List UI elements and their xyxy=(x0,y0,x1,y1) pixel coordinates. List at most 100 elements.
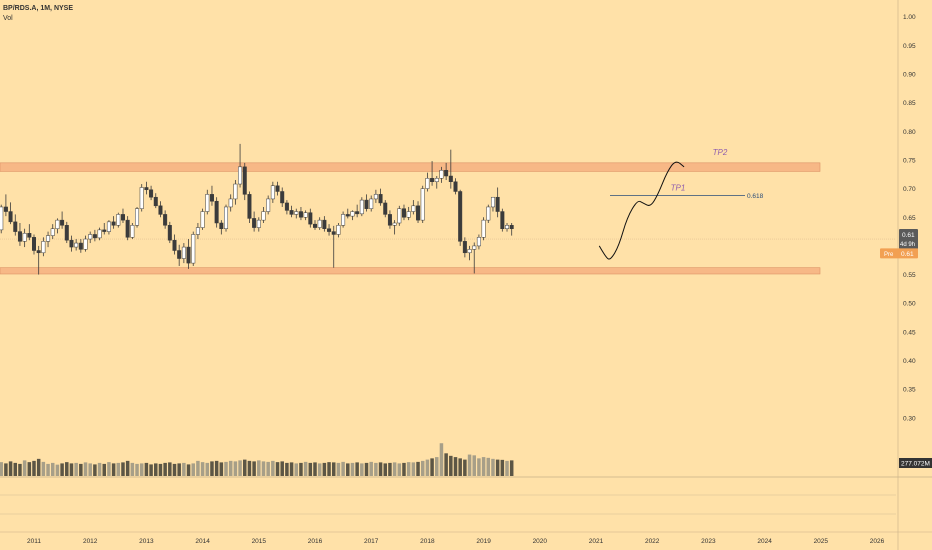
candle-body xyxy=(476,237,481,247)
candle-body xyxy=(186,246,191,264)
price-tick-label: 0.55 xyxy=(903,272,916,279)
projection-path xyxy=(598,161,685,260)
candle-body xyxy=(102,229,107,232)
support-zone xyxy=(0,267,821,275)
candle-body xyxy=(209,194,214,202)
volume-bar xyxy=(69,463,74,476)
volume-bar xyxy=(224,461,228,476)
candle-body xyxy=(242,166,247,195)
volume-bar xyxy=(449,455,453,476)
candle-body xyxy=(17,231,22,242)
volume-bar xyxy=(135,463,139,476)
year-tick-label: 2020 xyxy=(533,538,548,545)
candle-body xyxy=(130,225,135,238)
candle-body xyxy=(172,239,177,251)
year-tick-label: 2017 xyxy=(364,538,379,545)
candle-body xyxy=(284,202,289,211)
volume-bar xyxy=(397,463,402,476)
candle-body xyxy=(350,211,355,217)
volume-bar xyxy=(299,462,303,476)
candle-body xyxy=(125,219,130,238)
price-tick-label: 0.45 xyxy=(903,329,916,336)
volume-bar xyxy=(467,454,472,476)
candle-body xyxy=(448,175,453,182)
candle-body xyxy=(490,196,495,208)
volume-bar xyxy=(233,461,238,476)
volume-bar xyxy=(243,459,247,476)
volume-bar xyxy=(322,462,327,476)
candle-body xyxy=(219,222,224,229)
volume-bar xyxy=(360,463,364,476)
candle-body xyxy=(46,235,51,242)
candle-body xyxy=(64,225,69,241)
price-tick-label: 0.95 xyxy=(903,43,916,50)
candle-body xyxy=(167,225,172,241)
candle-body xyxy=(191,234,196,264)
candle-body xyxy=(444,170,449,177)
candle-body xyxy=(247,194,252,219)
volume-bar xyxy=(341,461,345,476)
candle-body xyxy=(331,231,336,235)
volume-bar xyxy=(97,462,102,476)
volume-bar xyxy=(93,464,97,476)
volume-bar xyxy=(378,462,383,476)
volume-tag-value: 277.072M xyxy=(901,461,930,468)
candle-body xyxy=(69,239,74,248)
volume-bar xyxy=(261,461,266,476)
candle-body xyxy=(88,234,93,240)
candle-body xyxy=(92,234,97,239)
candle-body xyxy=(205,194,210,212)
candle-body xyxy=(3,206,8,212)
candle-body xyxy=(50,228,55,236)
volume-bar xyxy=(107,462,111,476)
candle-body xyxy=(364,199,369,209)
candle-body xyxy=(8,211,13,223)
candle-body xyxy=(308,212,313,225)
volume-bar xyxy=(8,461,13,476)
volume-bar xyxy=(280,461,284,476)
candle-body xyxy=(327,228,332,232)
candle-body xyxy=(177,250,182,259)
volume-bar xyxy=(125,460,130,476)
volume-bar xyxy=(111,463,116,476)
candle-body xyxy=(83,238,88,250)
volume-bar xyxy=(50,462,55,476)
candle-body xyxy=(144,187,149,191)
volume-bar xyxy=(210,461,214,476)
price-tick-label: 0.90 xyxy=(903,72,916,79)
candle-body xyxy=(458,191,463,242)
candle-body xyxy=(453,181,458,192)
candle-body xyxy=(228,198,233,208)
volume-bar xyxy=(505,460,509,476)
volume-bar xyxy=(60,463,64,476)
volume-bar xyxy=(83,462,88,476)
candle-body xyxy=(78,242,83,250)
volume-tag xyxy=(899,458,932,468)
candle-body xyxy=(139,187,144,209)
candle-body xyxy=(0,206,4,231)
candle-body xyxy=(378,194,383,204)
volume-bar xyxy=(350,462,355,476)
price-tick-label: 0.30 xyxy=(903,415,916,422)
volume-bar xyxy=(252,461,256,476)
candle-body xyxy=(97,229,102,239)
price-tick-label: 0.40 xyxy=(903,358,916,365)
volume-indicator-title[interactable]: Vol xyxy=(3,15,13,22)
symbol-title[interactable]: BP/RDS.A, 1M, NYSE xyxy=(3,5,74,12)
candle-body xyxy=(317,219,322,228)
year-tick-label: 2019 xyxy=(476,538,491,545)
volume-bar xyxy=(308,462,313,476)
year-tick-label: 2022 xyxy=(645,538,660,545)
candle-body xyxy=(313,223,317,228)
volume-bar xyxy=(313,462,317,476)
volume-bar xyxy=(491,458,495,476)
volume-bar xyxy=(196,460,200,476)
volume-bar xyxy=(163,462,167,476)
candle-body xyxy=(425,178,430,189)
candle-body xyxy=(22,233,27,242)
volume-bar xyxy=(36,458,41,476)
volume-bar xyxy=(266,461,270,476)
volume-bar xyxy=(294,463,299,476)
